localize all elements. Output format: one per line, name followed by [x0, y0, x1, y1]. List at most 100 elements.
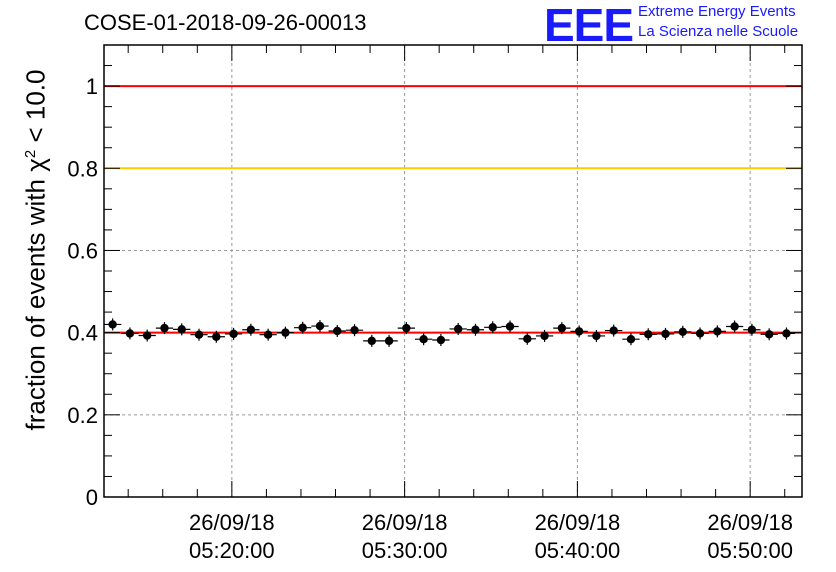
data-point-marker [592, 331, 601, 341]
data-point-marker [402, 323, 411, 333]
data-point-marker [764, 330, 774, 339]
x-tick-label-0-1: 05:20:00 [189, 538, 275, 563]
y-tick-label-3: 0.6 [67, 238, 98, 263]
data-point-0-5 [190, 328, 208, 341]
data-point-marker [471, 325, 480, 334]
data-point-0-14 [345, 324, 364, 337]
data-point-0-20 [449, 322, 467, 335]
eee-logo-mark: EEE [544, 0, 634, 51]
grid-lines [104, 45, 802, 497]
data-point-marker [644, 330, 653, 339]
data-point-marker [125, 329, 135, 338]
data-point-0-16 [380, 334, 398, 347]
y-axis-label: fraction of events with χ2 < 10.0 [21, 70, 52, 431]
x-tick-label-3-0: 26/09/18 [707, 510, 793, 535]
data-point-0-17 [397, 322, 415, 335]
data-point-0-6 [207, 330, 225, 343]
data-point-0-34 [691, 327, 709, 340]
data-point-marker [436, 335, 446, 345]
data-point-0-28 [587, 329, 606, 342]
data-point-marker [108, 320, 117, 329]
data-point-marker [488, 323, 497, 332]
x-tick-label-0-0: 26/09/18 [189, 510, 275, 535]
data-point-marker [229, 329, 238, 339]
y-axis-label-post: < 10.0 [20, 69, 51, 150]
data-point-0-15 [363, 334, 381, 347]
data-point-marker [419, 335, 428, 344]
data-point-marker [333, 326, 342, 336]
y-tick-label-5: 1 [86, 74, 98, 99]
logo-text-line2: La Scienza nelle Scuole [638, 23, 799, 40]
data-point-0-9 [259, 328, 277, 341]
data-point-0-38 [760, 328, 778, 341]
data-point-0-36 [725, 320, 744, 333]
data-point-marker [298, 323, 307, 332]
data-point-0-35 [708, 325, 726, 338]
plot-frame [103, 44, 803, 498]
data-point-marker [747, 325, 757, 334]
y-axis-label-symbol: χ [20, 158, 51, 172]
chart-title: COSE-01-2018-09-26-00013 [84, 10, 367, 35]
data-point-0-22 [484, 321, 502, 334]
data-point-0-29 [605, 324, 623, 337]
data-point-0-12 [311, 320, 329, 333]
data-point-marker [574, 327, 584, 336]
data-point-marker [384, 336, 394, 346]
data-point-marker [350, 325, 359, 335]
data-point-marker [160, 323, 169, 333]
data-point-0-2 [138, 329, 156, 342]
data-point-marker [540, 331, 549, 341]
x-tick-label-1-0: 26/09/18 [362, 510, 448, 535]
data-point-0-23 [501, 320, 519, 333]
data-point-marker [678, 327, 687, 337]
data-point-marker [263, 330, 273, 339]
data-point-0-10 [276, 326, 295, 339]
reference-lines [104, 85, 802, 334]
data-point-0-18 [414, 333, 433, 346]
data-point-0-37 [743, 323, 761, 336]
data-point-marker [730, 322, 739, 331]
data-point-0-1 [121, 327, 139, 340]
data-point-marker [609, 326, 618, 335]
data-point-marker [212, 332, 221, 341]
data-point-marker [453, 324, 463, 334]
data-point-0-25 [535, 329, 554, 342]
data-point-marker [367, 336, 376, 346]
data-point-marker [557, 323, 567, 333]
data-point-marker [695, 329, 705, 338]
y-tick-label-0: 0 [86, 485, 98, 510]
data-point-marker [194, 330, 204, 339]
data-point-0-4 [173, 323, 191, 336]
data-point-0-0 [104, 318, 122, 331]
data-point-0-26 [553, 322, 571, 335]
data-point-0-13 [328, 324, 346, 337]
x-tick-label-2-1: 05:40:00 [535, 538, 621, 563]
data-point-marker [315, 321, 325, 331]
data-point-0-30 [622, 333, 640, 346]
y-tick-label-1: 0.2 [67, 403, 98, 428]
x-tick-label-3-1: 05:50:00 [707, 538, 793, 563]
x-tick-label-2-0: 26/09/18 [535, 510, 621, 535]
data-point-0-3 [155, 322, 174, 335]
y-axis-label-sup: 2 [21, 149, 39, 159]
y-tick-label-2: 0.4 [67, 321, 98, 346]
data-point-marker [661, 329, 670, 339]
data-point-0-8 [242, 323, 260, 336]
y-axis-label-pre: fraction of events with [20, 171, 51, 431]
data-point-0-7 [224, 327, 243, 340]
data-point-marker [505, 322, 515, 331]
data-point-marker [281, 328, 290, 337]
y-tick-label-4: 0.8 [67, 156, 98, 181]
data-points [104, 318, 796, 347]
data-point-0-33 [674, 325, 692, 338]
data-point-0-11 [294, 321, 312, 334]
data-point-0-27 [570, 325, 588, 338]
logo-text-line1: Extreme Energy Events [638, 3, 796, 20]
data-point-0-21 [466, 323, 485, 336]
data-point-0-24 [518, 332, 536, 345]
data-point-0-39 [777, 327, 796, 340]
data-point-marker [523, 334, 532, 343]
data-point-marker [626, 335, 636, 344]
data-point-marker [782, 329, 791, 338]
